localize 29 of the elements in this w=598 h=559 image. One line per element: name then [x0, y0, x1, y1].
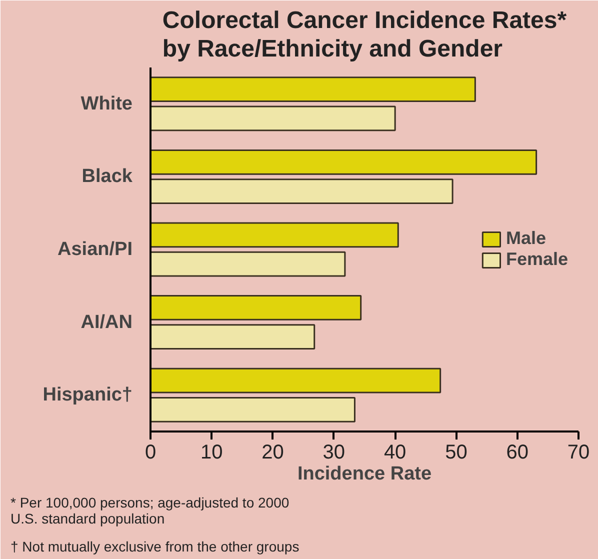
legend-label: Male — [506, 228, 546, 249]
bar — [150, 295, 362, 320]
bar — [150, 106, 396, 132]
bar — [150, 178, 454, 204]
x-tick-label: 0 — [144, 442, 156, 464]
y-tick-label: Asian/PI — [58, 239, 133, 260]
y-tick-label: Black — [82, 166, 133, 188]
bar — [150, 368, 442, 394]
bar — [150, 76, 476, 102]
legend-label: Female — [506, 249, 568, 270]
y-tick-label: Hispanic† — [42, 384, 133, 406]
y-tick-label: White — [80, 93, 133, 114]
bar — [150, 251, 346, 277]
x-tick-label: 20 — [262, 442, 284, 464]
bar — [150, 149, 538, 175]
x-axis-title: Incidence Rate — [297, 464, 432, 484]
x-tick-label: 60 — [506, 442, 528, 464]
x-tick-label: 50 — [445, 442, 468, 464]
bar — [150, 222, 399, 248]
y-tick-label: AI/AN — [80, 312, 133, 333]
text: * Per 100,000 persons; age-adjusted to 2000 U.S. standard population — [10, 494, 290, 526]
x-tick-label: 40 — [384, 442, 406, 464]
x-tick-label: 30 — [322, 442, 346, 464]
x-tick-label: 10 — [200, 442, 223, 464]
chart-title: Colorectal Cancer Incidence Rates* by Race/Ethnicity and Gender — [162, 7, 568, 62]
bar — [150, 396, 356, 422]
bar — [150, 324, 316, 350]
x-tick-label: 70 — [567, 442, 590, 464]
text: † Not mutually exclusive from the other groups — [10, 538, 300, 554]
